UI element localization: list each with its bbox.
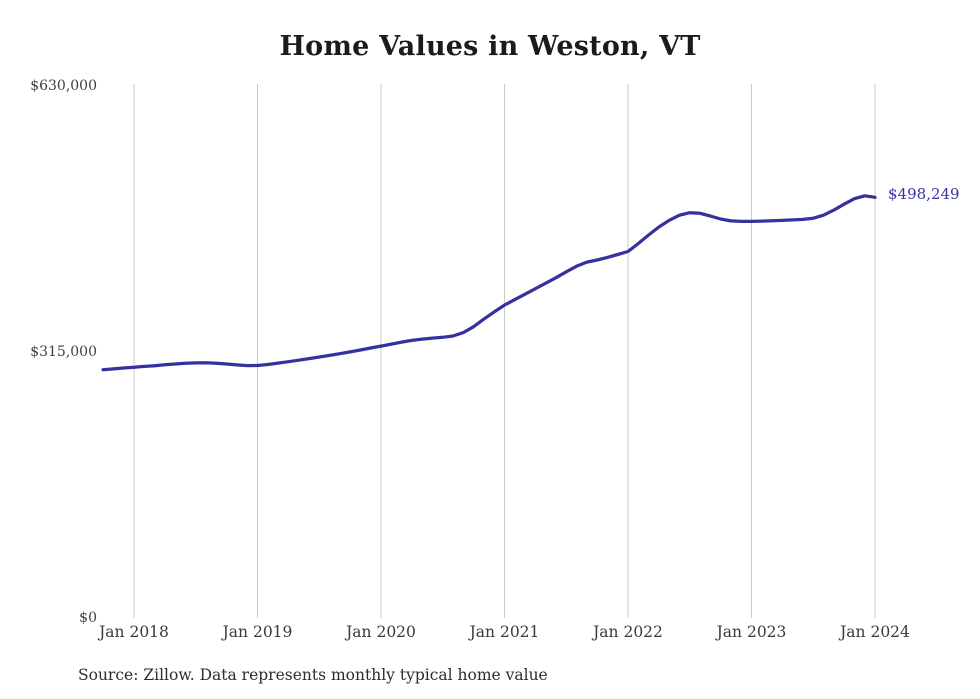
x-tick-label: Jan 2018 [99, 623, 169, 641]
chart-title: Home Values in Weston, VT [279, 31, 701, 62]
x-tick-label: Jan 2024 [840, 623, 910, 641]
source-note: Source: Zillow. Data represents monthly … [78, 666, 548, 684]
y-tick-label: $0 [79, 610, 97, 626]
x-tick-label: Jan 2021 [469, 623, 540, 641]
x-tick-label: Jan 2020 [346, 623, 416, 641]
y-tick-label: $630,000 [30, 78, 97, 94]
latest-value-label: $498,249 [888, 185, 960, 204]
x-tick-label: Jan 2019 [222, 623, 293, 641]
y-tick-label: $315,000 [30, 344, 97, 360]
x-tick-label: Jan 2022 [593, 623, 663, 641]
home-value-line [101, 194, 877, 372]
vertical-gridlines [133, 84, 876, 618]
x-tick-label: Jan 2023 [716, 623, 787, 641]
